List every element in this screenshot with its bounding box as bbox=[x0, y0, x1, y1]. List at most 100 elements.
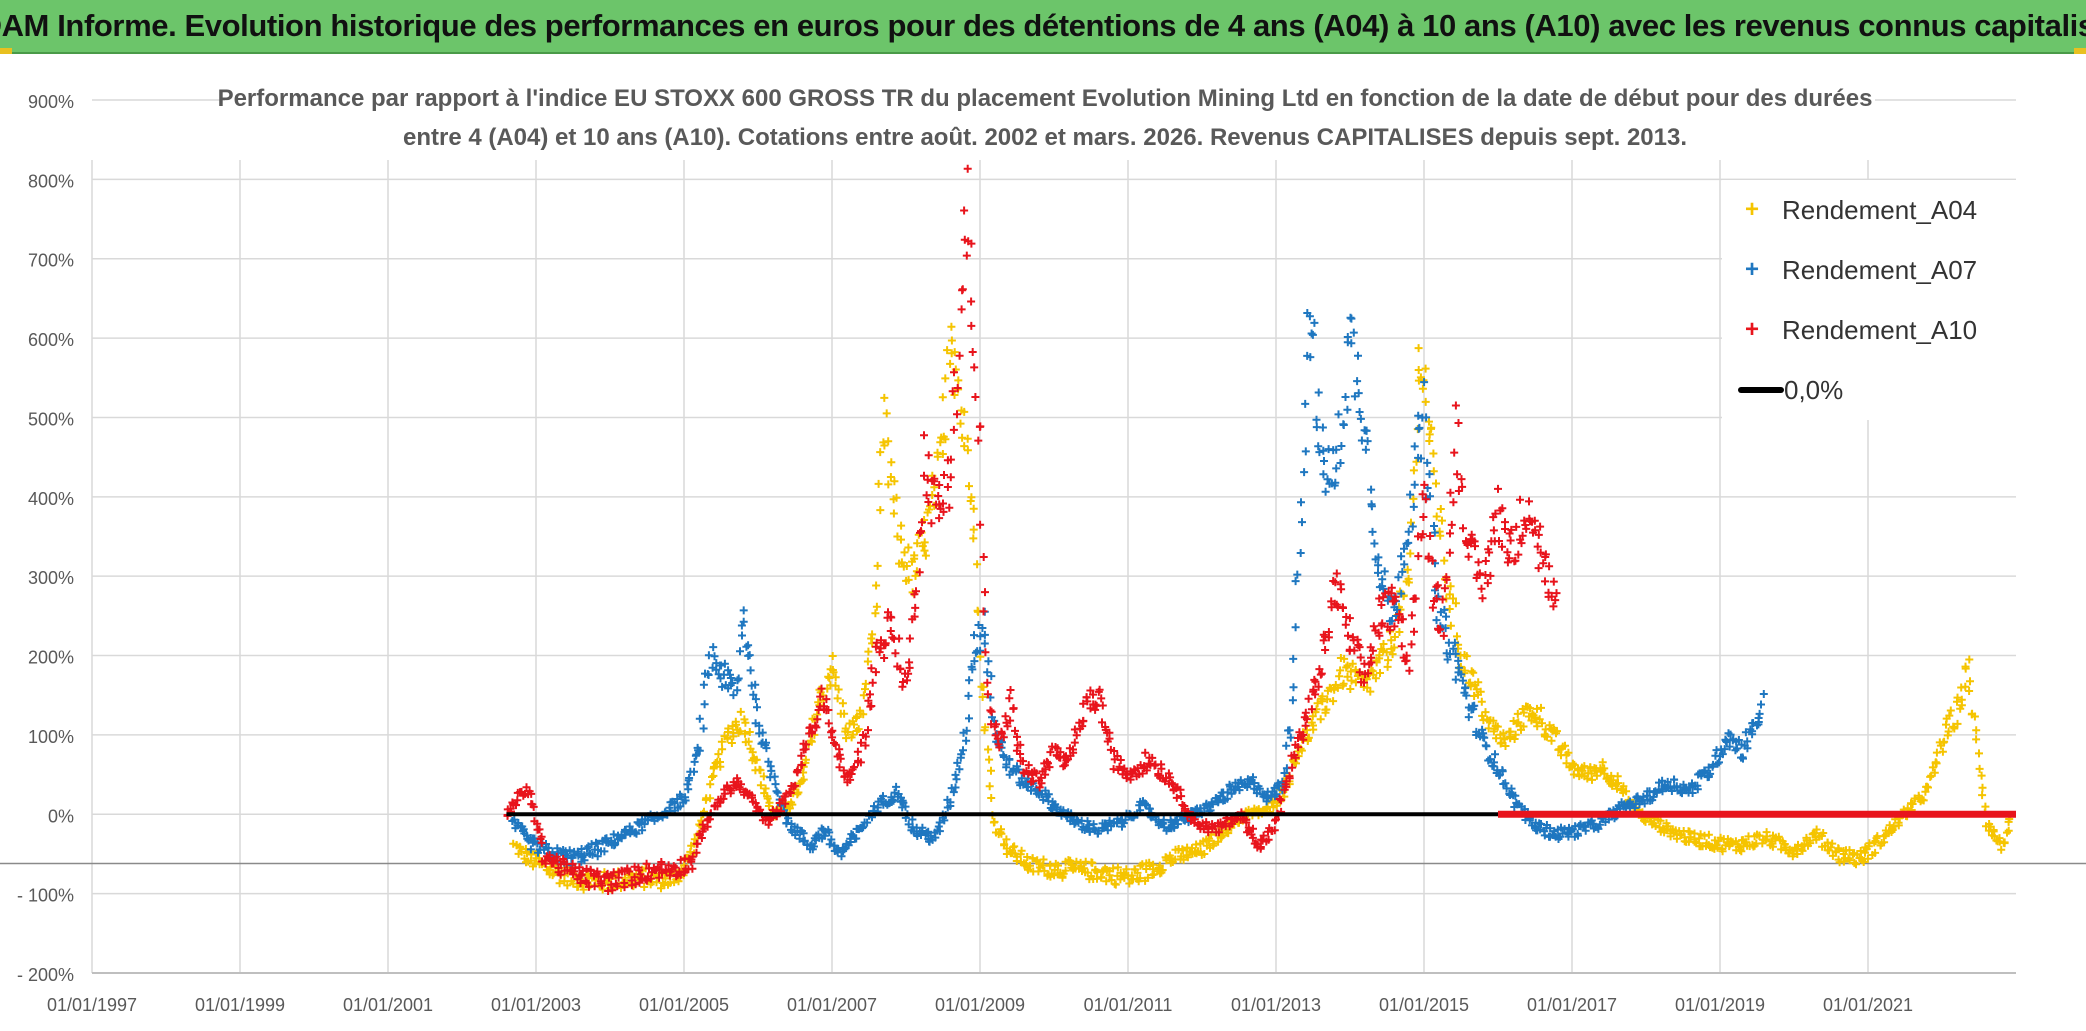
data-point bbox=[597, 879, 606, 888]
data-point bbox=[761, 784, 770, 793]
data-point bbox=[868, 678, 877, 687]
data-point bbox=[948, 387, 957, 396]
data-point bbox=[1501, 518, 1509, 527]
x-tick-label: 01/01/2001 bbox=[343, 995, 433, 1015]
data-point bbox=[1443, 655, 1452, 664]
data-point bbox=[1076, 858, 1085, 867]
data-point bbox=[1360, 678, 1368, 687]
data-point bbox=[625, 822, 634, 831]
data-point bbox=[1224, 829, 1233, 838]
data-point bbox=[911, 571, 920, 580]
data-point bbox=[1418, 490, 1427, 499]
data-point bbox=[1141, 748, 1150, 757]
data-point bbox=[1400, 544, 1408, 553]
data-point bbox=[708, 773, 716, 781]
data-point bbox=[976, 632, 985, 641]
data-point bbox=[943, 483, 952, 491]
data-point bbox=[859, 710, 868, 719]
data-point bbox=[834, 685, 843, 694]
data-point bbox=[1302, 715, 1311, 724]
data-point bbox=[1421, 495, 1430, 504]
data-point bbox=[1506, 536, 1515, 545]
data-point bbox=[1145, 804, 1154, 813]
data-point bbox=[990, 817, 999, 826]
data-point bbox=[1970, 712, 1979, 721]
data-point bbox=[1494, 484, 1502, 493]
data-point bbox=[1445, 548, 1454, 557]
data-point bbox=[957, 305, 966, 314]
x-tick-label: 01/01/2015 bbox=[1379, 995, 1469, 1015]
data-point bbox=[1428, 603, 1437, 612]
data-point bbox=[1492, 734, 1501, 743]
data-point bbox=[1458, 676, 1467, 685]
data-point bbox=[1514, 550, 1523, 559]
data-point bbox=[808, 727, 817, 736]
data-point bbox=[872, 638, 881, 647]
data-point bbox=[1375, 631, 1384, 640]
data-point bbox=[1507, 525, 1516, 534]
data-point bbox=[657, 860, 666, 869]
data-point bbox=[1725, 742, 1734, 751]
data-point bbox=[729, 732, 738, 741]
data-point bbox=[1337, 585, 1346, 594]
data-point bbox=[1743, 744, 1752, 753]
data-point bbox=[1425, 417, 1433, 426]
data-point bbox=[1375, 651, 1384, 660]
data-point bbox=[758, 728, 767, 737]
data-point bbox=[593, 867, 602, 876]
data-point bbox=[737, 780, 745, 789]
data-point bbox=[867, 664, 876, 673]
data-point bbox=[814, 698, 823, 707]
data-point bbox=[1419, 513, 1428, 521]
data-point bbox=[908, 815, 917, 824]
data-point bbox=[1537, 703, 1545, 712]
data-point bbox=[1481, 708, 1490, 717]
data-point bbox=[1438, 516, 1446, 525]
data-point bbox=[1111, 880, 1120, 889]
data-point bbox=[692, 848, 701, 857]
data-point bbox=[1355, 643, 1364, 652]
data-point bbox=[971, 393, 980, 401]
data-point bbox=[963, 446, 972, 455]
data-point bbox=[1429, 467, 1438, 476]
data-point bbox=[738, 631, 746, 640]
data-point bbox=[1285, 772, 1294, 781]
data-point bbox=[920, 538, 929, 547]
data-point bbox=[1310, 318, 1319, 327]
data-point bbox=[1069, 748, 1078, 757]
data-point bbox=[706, 780, 715, 789]
data-point bbox=[1301, 447, 1310, 456]
performance-chart: - 200% - 100% 0% 100% 200% 300% 400% 500% 600% 70… bbox=[0, 76, 2086, 1015]
data-point bbox=[1404, 527, 1413, 536]
data-point bbox=[1390, 643, 1399, 652]
data-point bbox=[1517, 539, 1526, 548]
data-point bbox=[1538, 719, 1546, 728]
data-point bbox=[719, 794, 728, 803]
data-point bbox=[684, 785, 693, 794]
data-point bbox=[1961, 664, 1970, 673]
data-point bbox=[1997, 845, 2006, 854]
data-point bbox=[1089, 690, 1097, 699]
data-point bbox=[1040, 866, 1049, 875]
data-point bbox=[717, 737, 726, 746]
data-point bbox=[933, 452, 942, 461]
data-point bbox=[884, 437, 893, 446]
data-point bbox=[1569, 770, 1578, 779]
data-point bbox=[967, 662, 976, 671]
data-point bbox=[1670, 775, 1679, 784]
data-point bbox=[1425, 470, 1434, 479]
data-point bbox=[1361, 445, 1370, 454]
data-point bbox=[1249, 824, 1257, 833]
data-point bbox=[1332, 464, 1341, 473]
data-point bbox=[889, 509, 898, 518]
data-point bbox=[1464, 713, 1473, 722]
data-point bbox=[1446, 621, 1455, 630]
data-point bbox=[1534, 564, 1543, 573]
data-point bbox=[1079, 716, 1088, 725]
data-point bbox=[852, 834, 861, 843]
data-point bbox=[846, 775, 855, 784]
data-point bbox=[1332, 569, 1341, 578]
data-point bbox=[1167, 779, 1176, 788]
data-point bbox=[1541, 577, 1549, 586]
data-point bbox=[646, 874, 655, 883]
